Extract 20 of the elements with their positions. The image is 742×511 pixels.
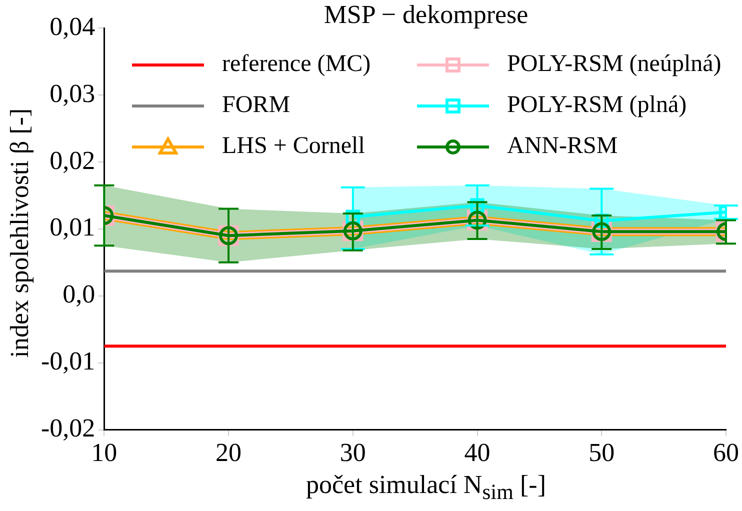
legend-label: reference (MC) xyxy=(222,51,371,78)
x-axis-title: počet simulací N$_{sim}$ [-] xyxy=(305,470,547,506)
legend-label: LHS + Cornell xyxy=(222,133,365,160)
legend-label: ANN-RSM xyxy=(507,133,618,160)
y-tick-label: 0,03 xyxy=(50,78,96,108)
x-tick-label: 50 xyxy=(588,438,615,468)
x-tick-label: 30 xyxy=(340,438,366,468)
y-tick-label: 0,04 xyxy=(50,12,96,41)
y-axis-title: index spolehlivosti β [-] xyxy=(5,107,35,360)
chart-title: MSP − dekomprese xyxy=(322,0,530,30)
y-tick-label: -0,01 xyxy=(40,346,96,376)
legend-label: POLY-RSM (plná) xyxy=(507,92,687,119)
legend-label: POLY-RSM (neúplná) xyxy=(507,51,722,78)
y-tick-label: 0,0 xyxy=(62,280,96,309)
x-tick-label: 20 xyxy=(216,438,242,468)
y-tick-label: 0,02 xyxy=(50,146,96,175)
legend-label: FORM xyxy=(222,92,290,119)
x-tick-label: 40 xyxy=(464,438,490,468)
x-tick-label: 60 xyxy=(713,438,739,468)
y-tick-label: 0,01 xyxy=(50,212,96,242)
